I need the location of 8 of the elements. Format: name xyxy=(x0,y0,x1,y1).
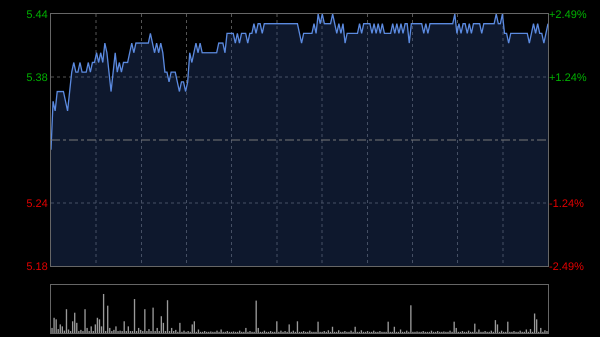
y-tick-label: 5.24 xyxy=(26,198,48,210)
y2-tick-label: +1.24% xyxy=(549,72,587,84)
y2-tick-label: -1.24% xyxy=(549,198,584,210)
y2-tick-label: -2.49% xyxy=(549,260,584,273)
y-tick-label: 5.38 xyxy=(26,72,48,84)
y-tick-label: 5.44 xyxy=(26,8,48,21)
y2-tick-label: +2.49% xyxy=(549,8,587,21)
y-tick-label: 5.18 xyxy=(26,260,48,273)
